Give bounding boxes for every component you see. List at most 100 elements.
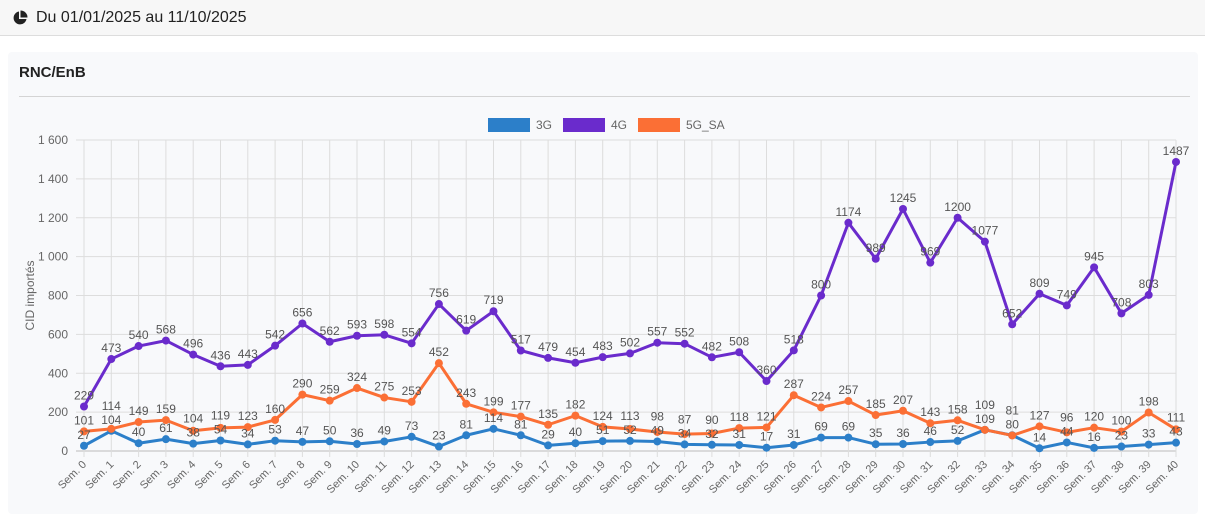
data-point-3G xyxy=(489,424,498,433)
data-label-5G_SA: 101 xyxy=(74,413,94,427)
data-point-5G_SA xyxy=(107,424,116,433)
data-point-4G xyxy=(1008,320,1017,329)
data-point-4G xyxy=(789,346,798,355)
data-label-5G_SA: 160 xyxy=(265,402,285,416)
data-point-3G xyxy=(926,438,935,447)
data-point-5G_SA xyxy=(407,397,416,406)
data-point-5G_SA xyxy=(980,425,989,434)
data-point-3G xyxy=(462,431,471,440)
data-point-5G_SA xyxy=(571,411,580,420)
data-point-5G_SA xyxy=(899,406,907,415)
x-tick-label: Sem. 4 xyxy=(165,459,198,492)
data-label-5G_SA: 121 xyxy=(756,409,776,423)
data-point-3G xyxy=(298,437,307,446)
x-tick-label: Sem. 2 xyxy=(111,459,144,492)
data-point-4G xyxy=(571,358,580,367)
data-label-5G_SA: 124 xyxy=(593,409,613,423)
data-point-4G xyxy=(243,360,252,369)
data-label-4G: 508 xyxy=(729,334,749,348)
data-point-3G xyxy=(243,440,252,449)
data-label-5G_SA: 111 xyxy=(1167,411,1186,425)
x-tick-label: Sem. 3 xyxy=(138,459,171,492)
data-point-3G xyxy=(134,439,143,448)
data-label-4G: 656 xyxy=(292,305,312,319)
data-point-4G xyxy=(407,339,416,348)
data-label-4G: 454 xyxy=(565,345,585,359)
data-label-4G: 496 xyxy=(183,337,203,351)
data-point-5G_SA xyxy=(1062,428,1071,437)
data-point-4G xyxy=(216,362,225,371)
data-point-4G xyxy=(134,342,143,351)
data-point-4G xyxy=(953,213,962,222)
data-point-4G xyxy=(871,254,880,263)
data-point-3G xyxy=(544,441,553,450)
data-point-3G xyxy=(1090,443,1099,452)
data-label-4G: 708 xyxy=(1111,295,1131,309)
data-label-5G_SA: 199 xyxy=(483,394,503,408)
data-label-3G: 61 xyxy=(159,421,173,435)
data-label-4G: 1077 xyxy=(972,224,999,238)
data-point-5G_SA xyxy=(216,423,225,432)
data-point-4G xyxy=(489,307,498,316)
data-label-3G: 73 xyxy=(405,419,419,433)
data-point-5G_SA xyxy=(1090,423,1099,432)
data-label-4G: 803 xyxy=(1139,277,1159,291)
data-point-5G_SA xyxy=(134,418,143,427)
data-point-3G xyxy=(271,436,280,445)
data-point-3G xyxy=(653,437,662,446)
data-label-3G: 38 xyxy=(187,426,201,440)
data-label-3G: 27 xyxy=(77,428,91,442)
data-label-4G: 360 xyxy=(756,363,776,377)
data-label-4G: 502 xyxy=(620,335,640,349)
date-range-title: Du 01/01/2025 au 11/10/2025 xyxy=(36,8,247,26)
data-point-5G_SA xyxy=(598,422,607,431)
data-point-3G xyxy=(80,441,88,450)
data-label-5G_SA: 224 xyxy=(811,389,831,403)
data-point-5G_SA xyxy=(844,397,853,406)
data-label-3G: 50 xyxy=(323,423,337,437)
data-point-4G xyxy=(544,353,553,362)
data-point-5G_SA xyxy=(707,429,716,438)
data-point-4G xyxy=(80,402,88,411)
data-point-3G xyxy=(789,440,798,449)
data-label-4G: 540 xyxy=(129,328,149,342)
data-point-3G xyxy=(189,439,198,448)
data-label-5G_SA: 253 xyxy=(402,384,422,398)
data-label-5G_SA: 275 xyxy=(374,380,394,394)
data-label-5G_SA: 118 xyxy=(730,410,749,424)
card-title: RNC/EnB xyxy=(19,64,86,81)
data-label-5G_SA: 452 xyxy=(429,345,449,359)
data-point-5G_SA xyxy=(189,426,198,435)
data-label-3G: 53 xyxy=(268,423,282,437)
legend-label-4G: 4G xyxy=(611,118,627,132)
data-label-5G_SA: 149 xyxy=(129,404,149,418)
data-label-3G: 49 xyxy=(651,423,665,437)
data-label-3G: 31 xyxy=(787,427,801,441)
data-label-5G_SA: 90 xyxy=(705,413,719,427)
data-point-4G xyxy=(980,237,989,246)
pie-chart-icon xyxy=(13,10,28,24)
data-label-3G: 31 xyxy=(733,427,747,441)
data-label-3G: 81 xyxy=(1006,403,1020,417)
data-label-5G_SA: 143 xyxy=(920,405,940,419)
data-label-3G: 109 xyxy=(975,412,995,426)
data-label-5G_SA: 159 xyxy=(156,402,176,416)
x-tick-label: Sem. 1 xyxy=(83,459,116,492)
data-label-4G: 1200 xyxy=(944,200,971,214)
data-label-3G: 104 xyxy=(101,413,121,427)
data-label-3G: 14 xyxy=(1033,430,1047,444)
data-label-5G_SA: 100 xyxy=(1111,414,1131,428)
data-point-3G xyxy=(1144,440,1153,449)
data-point-3G xyxy=(571,439,580,448)
data-point-4G xyxy=(107,355,116,364)
data-point-4G xyxy=(189,350,198,359)
data-point-5G_SA xyxy=(926,419,935,428)
data-point-5G_SA xyxy=(762,423,771,432)
data-label-5G_SA: 287 xyxy=(784,377,804,391)
data-label-5G_SA: 113 xyxy=(620,409,639,423)
data-label-4G: 800 xyxy=(811,278,831,292)
data-label-5G_SA: 87 xyxy=(678,412,692,426)
data-point-5G_SA xyxy=(353,384,361,393)
data-label-5G_SA: 243 xyxy=(456,386,476,400)
data-point-3G xyxy=(735,440,744,449)
